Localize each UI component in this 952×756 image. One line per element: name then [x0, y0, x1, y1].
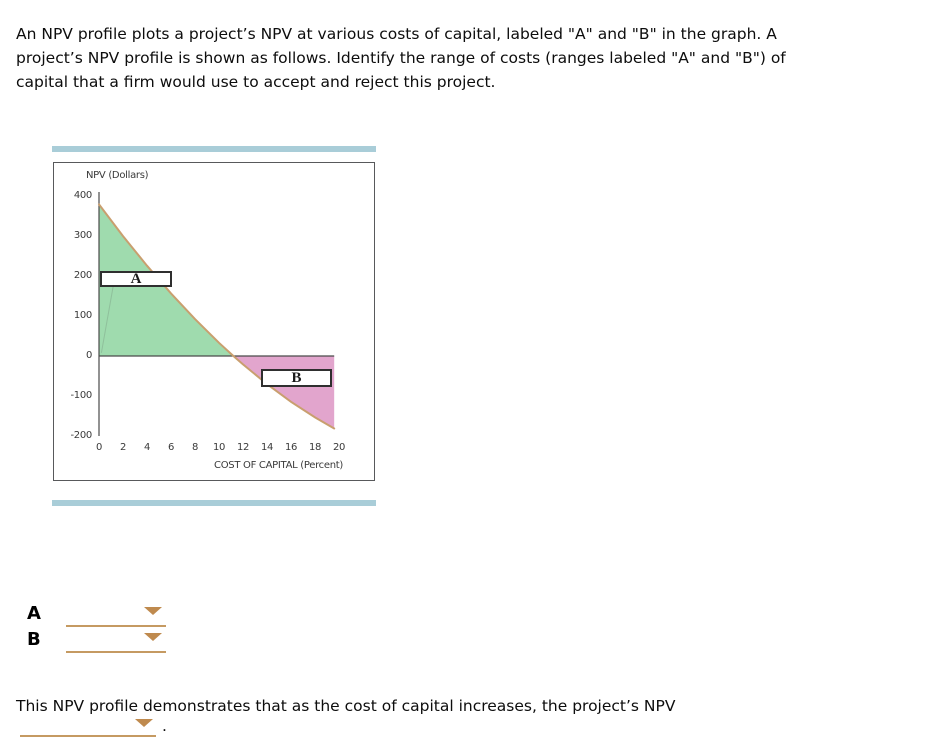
region-b-label: B	[291, 369, 302, 386]
question-line: capital that a firm would use to accept …	[16, 73, 496, 91]
statement-period: .	[162, 717, 167, 735]
region-a-label: A	[130, 270, 142, 287]
x-tick-14: 14	[260, 442, 274, 453]
chart-bottom-divider	[52, 500, 376, 506]
question-line: project’s NPV profile is shown as follow…	[16, 49, 786, 67]
x-tick-8: 8	[191, 442, 199, 453]
question-text: An NPV profile plots a project’s NPV at …	[16, 22, 946, 94]
x-tick-10: 10	[212, 442, 226, 453]
x-tick-0: 0	[95, 442, 103, 453]
y-tick-400: 400	[73, 190, 92, 201]
y-tick-200: 200	[73, 270, 92, 281]
x-tick-2: 2	[119, 442, 127, 453]
x-axis-title: COST OF CAPITAL (Percent)	[214, 460, 343, 471]
chevron-down-icon[interactable]	[144, 633, 162, 641]
y-tick-100: 100	[73, 310, 92, 321]
statement-text: This NPV profile demonstrates that as th…	[16, 697, 676, 715]
x-tick-6: 6	[167, 442, 175, 453]
chevron-down-icon[interactable]	[144, 607, 162, 615]
y-axis-title: NPV (Dollars)	[86, 170, 149, 181]
x-tick-18: 18	[308, 442, 322, 453]
x-tick-20: 20	[332, 442, 346, 453]
region-a-label-box: A	[100, 271, 172, 287]
answer-a-label: A	[27, 603, 41, 624]
statement-dropdown-line[interactable]	[20, 735, 156, 737]
chart-frame: NPV (Dollars) 400 300 200 100 0 -100 -20…	[53, 162, 375, 481]
x-tick-12: 12	[236, 442, 250, 453]
answer-b-label: B	[27, 629, 41, 650]
y-tick-0: 0	[85, 350, 92, 361]
y-tick-n200: -200	[70, 430, 93, 441]
answer-b-dropdown-line[interactable]	[66, 651, 166, 653]
region-b-label-box: B	[261, 369, 332, 387]
y-tick-300: 300	[73, 230, 92, 241]
chevron-down-icon[interactable]	[135, 719, 153, 727]
x-tick-16: 16	[284, 442, 298, 453]
npv-plot-svg	[98, 192, 336, 436]
npv-profile-chart: NPV (Dollars) 400 300 200 100 0 -100 -20…	[52, 146, 376, 506]
y-tick-n100: -100	[70, 390, 93, 401]
chart-top-divider	[52, 146, 376, 152]
question-line: An NPV profile plots a project’s NPV at …	[16, 25, 777, 43]
answer-a-dropdown-line[interactable]	[66, 625, 166, 627]
x-tick-4: 4	[143, 442, 151, 453]
